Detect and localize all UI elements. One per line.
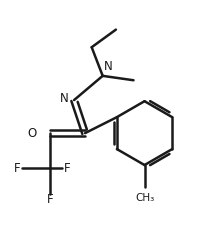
Text: N: N (104, 60, 113, 73)
Text: F: F (47, 193, 53, 206)
Text: CH₃: CH₃ (135, 193, 154, 203)
Text: F: F (64, 162, 71, 175)
Text: F: F (14, 162, 20, 175)
Text: N: N (60, 92, 68, 106)
Text: O: O (28, 127, 37, 140)
